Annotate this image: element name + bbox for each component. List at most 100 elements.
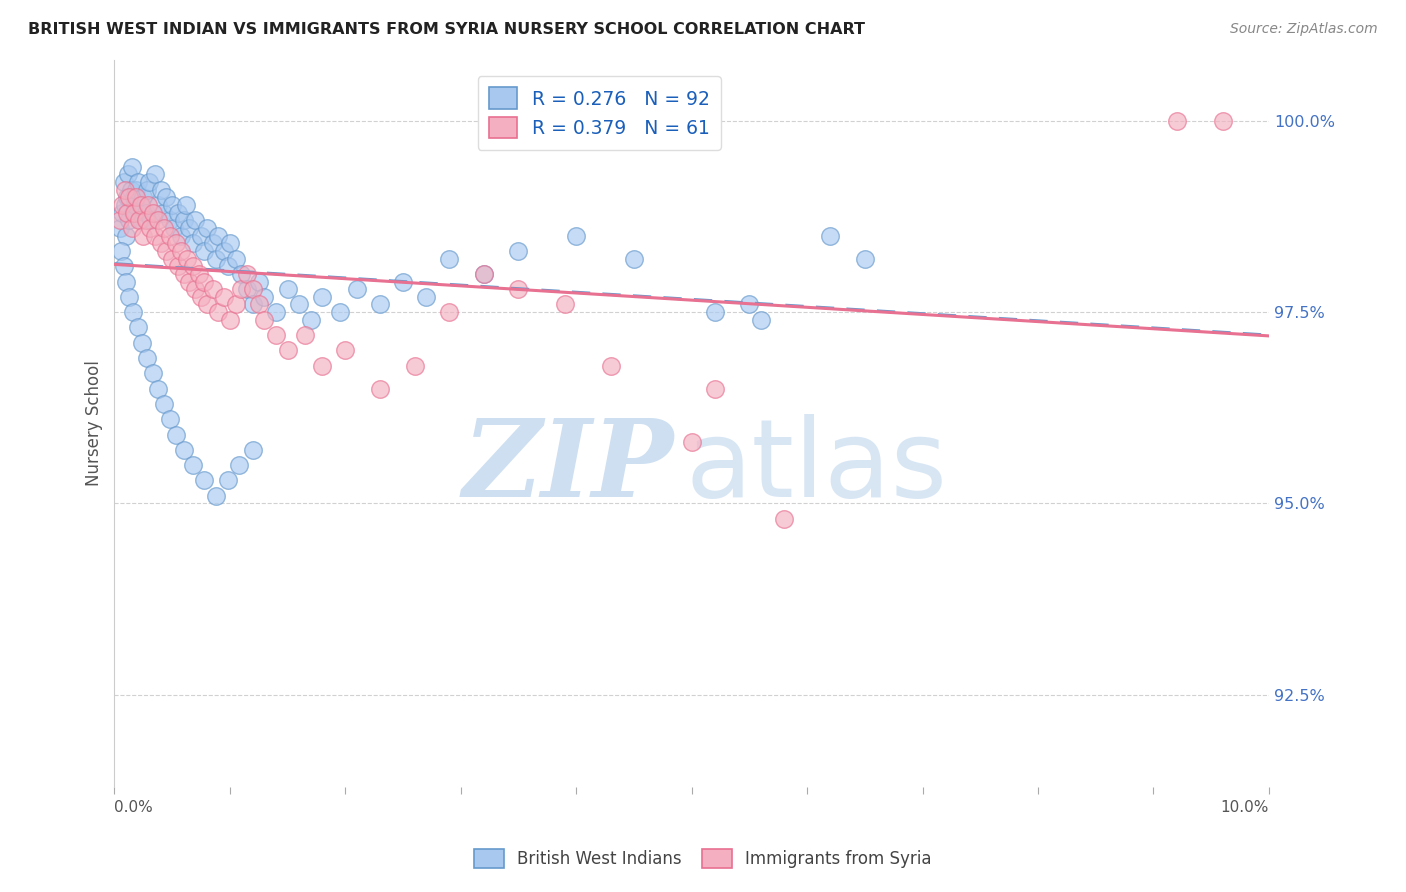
Point <box>143 167 166 181</box>
Point <box>184 213 207 227</box>
Text: ZIP: ZIP <box>463 414 675 520</box>
Point <box>247 297 270 311</box>
Point <box>195 297 218 311</box>
Text: Source: ZipAtlas.com: Source: ZipAtlas.com <box>1230 22 1378 37</box>
Point <box>508 244 530 258</box>
Point <box>122 205 145 219</box>
Point <box>207 305 229 319</box>
Point <box>738 297 761 311</box>
Point <box>184 282 207 296</box>
Point <box>163 221 186 235</box>
Point <box>148 198 170 212</box>
Point <box>112 175 135 189</box>
Point <box>136 198 159 212</box>
Point <box>218 312 240 326</box>
Point <box>225 297 247 311</box>
Point <box>368 297 391 311</box>
Point <box>217 474 239 488</box>
Point <box>187 267 209 281</box>
Point <box>247 275 270 289</box>
Point <box>253 312 276 326</box>
Point <box>108 213 131 227</box>
Point <box>225 252 247 266</box>
Point <box>179 275 201 289</box>
Point <box>703 382 725 396</box>
Point <box>335 343 357 358</box>
Point <box>228 458 250 472</box>
Point <box>176 252 198 266</box>
Point <box>121 221 143 235</box>
Point <box>179 221 201 235</box>
Point <box>122 305 145 319</box>
Point <box>181 236 204 251</box>
Point <box>117 167 139 181</box>
Point <box>111 198 134 212</box>
Point <box>129 198 152 212</box>
Point <box>174 198 197 212</box>
Point <box>242 297 264 311</box>
Point <box>193 474 215 488</box>
Point <box>167 205 190 219</box>
Point <box>818 228 841 243</box>
Point <box>472 267 495 281</box>
Point <box>129 213 152 227</box>
Point <box>155 190 177 204</box>
Point <box>122 190 145 204</box>
Point <box>118 190 141 204</box>
Point <box>125 190 148 204</box>
Point <box>212 290 235 304</box>
Y-axis label: Nursery School: Nursery School <box>86 360 103 486</box>
Point <box>118 290 141 304</box>
Point <box>111 205 134 219</box>
Point <box>392 275 415 289</box>
Point <box>115 275 138 289</box>
Text: 10.0%: 10.0% <box>1220 800 1268 815</box>
Point <box>121 160 143 174</box>
Point <box>115 190 138 204</box>
Point <box>153 397 176 411</box>
Point <box>236 267 259 281</box>
Point <box>346 282 368 296</box>
Point <box>165 427 187 442</box>
Point <box>190 290 212 304</box>
Point <box>242 442 264 457</box>
Point <box>437 252 460 266</box>
Point <box>311 359 333 373</box>
Point <box>328 305 350 319</box>
Point <box>127 320 149 334</box>
Point <box>159 213 181 227</box>
Point <box>1212 113 1234 128</box>
Point <box>135 205 157 219</box>
Text: 0.0%: 0.0% <box>114 800 153 815</box>
Point <box>115 228 138 243</box>
Point <box>148 213 170 227</box>
Point <box>125 183 148 197</box>
Point <box>703 305 725 319</box>
Point <box>217 259 239 273</box>
Point <box>404 359 426 373</box>
Point <box>159 228 181 243</box>
Point <box>108 221 131 235</box>
Point <box>236 282 259 296</box>
Point <box>1166 113 1188 128</box>
Point <box>472 267 495 281</box>
Point <box>565 228 588 243</box>
Point <box>114 183 136 197</box>
Point <box>299 312 322 326</box>
Point <box>681 435 703 450</box>
Point <box>141 213 163 227</box>
Point <box>294 328 316 343</box>
Point <box>139 221 162 235</box>
Point <box>773 512 796 526</box>
Point <box>218 236 240 251</box>
Point <box>277 282 299 296</box>
Point <box>173 213 195 227</box>
Point <box>124 198 146 212</box>
Point <box>112 259 135 273</box>
Point <box>170 228 193 243</box>
Point <box>160 198 183 212</box>
Point <box>141 367 163 381</box>
Point <box>135 351 157 365</box>
Point <box>173 267 195 281</box>
Point <box>114 198 136 212</box>
